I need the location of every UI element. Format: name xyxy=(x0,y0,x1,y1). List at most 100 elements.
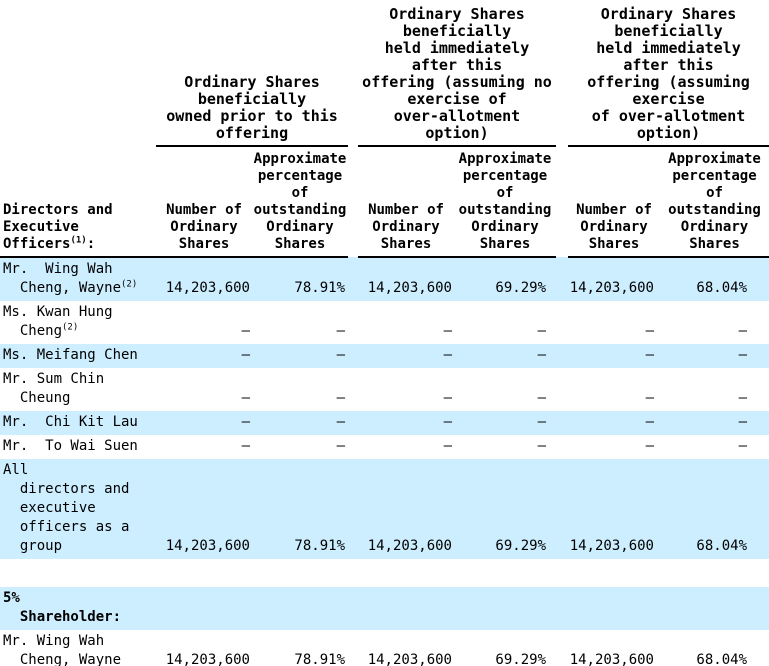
row-label: Mr. Wing Wah Cheng, Wayne xyxy=(0,630,156,666)
table-row: All directors and executive officers as … xyxy=(0,459,769,559)
cell-value: — xyxy=(738,390,747,406)
column-gap xyxy=(348,459,358,559)
row-label-text: Mr. Sum Chin Cheung xyxy=(3,371,105,406)
cell-value xyxy=(568,587,660,630)
cell-value: — xyxy=(645,438,654,454)
row-label: Mr. Wing Wah Cheng, Wayne(2) xyxy=(0,257,156,301)
cell-value: 78.91% xyxy=(294,538,345,554)
cell-value: 14,203,600 xyxy=(367,538,452,554)
cell-value xyxy=(252,587,348,630)
cell-value: 69.29% xyxy=(495,538,546,554)
cell-value: 14,203,600 xyxy=(165,652,250,666)
table-row: Ms. Kwan Hung Cheng(2) — — — — — — xyxy=(0,301,769,344)
row-label-text: Mr. Wing Wah Cheng, Wayne xyxy=(3,633,122,666)
cell-value: 14,203,600 xyxy=(569,280,654,296)
col-header-number-of-shares-1: Number of Ordinary Shares xyxy=(156,146,252,258)
column-gap xyxy=(556,411,568,435)
row-label-text: Ms. Kwan Hung Cheng xyxy=(3,304,113,339)
col-header-number-of-shares-2: Number of Ordinary Shares xyxy=(358,146,454,258)
cell-value: 14,203,600 xyxy=(165,538,250,554)
cell-value: — xyxy=(443,414,452,430)
cell-value: — xyxy=(336,323,345,339)
cell-value: 14,203,600 xyxy=(165,280,250,296)
row-label: All directors and executive officers as … xyxy=(0,459,156,559)
row-label-text: Mr. Chi Kit Lau xyxy=(3,414,138,430)
cell-value: — xyxy=(645,414,654,430)
corner-blank xyxy=(0,0,156,146)
column-gap xyxy=(348,411,358,435)
cell-value: — xyxy=(336,347,345,363)
row-label-text: All directors and executive officers as … xyxy=(3,462,130,554)
cell-value: 78.91% xyxy=(294,280,345,296)
row-label-text: Mr. To Wai Suen xyxy=(3,438,138,454)
cell-value xyxy=(156,587,252,630)
cell-value: — xyxy=(443,323,452,339)
row-label-text: Mr. Wing Wah Cheng, Wayne xyxy=(3,261,122,296)
column-gap xyxy=(556,0,568,146)
column-gap xyxy=(556,146,568,257)
column-gap xyxy=(348,146,358,257)
row-label: Mr. Chi Kit Lau xyxy=(0,411,156,435)
cell-value: — xyxy=(241,323,250,339)
column-gap xyxy=(556,459,568,559)
group-header-after-offering-no-overallotment: Ordinary Shares beneficially held immedi… xyxy=(358,0,556,147)
cell-value: — xyxy=(537,390,546,406)
column-gap xyxy=(348,257,358,301)
table-body: Mr. Wing Wah Cheng, Wayne(2) 14,203,600 78… xyxy=(0,257,769,666)
sub-header-row: Directors and Executive Officers(1): Num… xyxy=(0,146,769,258)
column-gap xyxy=(348,435,358,459)
column-gap xyxy=(348,301,358,344)
column-gap xyxy=(348,344,358,368)
table-row: Ms. Meifang Chen — — — — — — xyxy=(0,344,769,368)
row-label: Mr. Sum Chin Cheung xyxy=(0,368,156,411)
column-gap xyxy=(556,368,568,411)
cell-value: — xyxy=(645,323,654,339)
cell-value: — xyxy=(645,390,654,406)
row-label: 5% Shareholder: xyxy=(0,587,156,630)
col-header-percentage-3: Approximate percentage of outstanding Or… xyxy=(660,146,769,258)
footnote-ref: (2) xyxy=(121,279,138,290)
group-header-prior-to-offering: Ordinary Shares beneficially owned prior… xyxy=(156,0,348,147)
column-gap xyxy=(556,630,568,666)
cell-value: — xyxy=(537,438,546,454)
column-gap xyxy=(348,630,358,666)
row-group-header-text: Directors and Executive Officers xyxy=(3,202,113,252)
row-label: Ms. Kwan Hung Cheng(2) xyxy=(0,301,156,344)
cell-value xyxy=(454,587,556,630)
cell-value: 68.04% xyxy=(696,652,747,666)
row-label-text: 5% Shareholder: xyxy=(3,590,122,625)
cell-value: — xyxy=(738,438,747,454)
cell-value: — xyxy=(241,414,250,430)
spacer-row xyxy=(0,559,769,587)
footnote-ref: (2) xyxy=(62,322,79,333)
column-gap xyxy=(556,435,568,459)
cell-value: — xyxy=(241,390,250,406)
cell-value: — xyxy=(738,323,747,339)
table-row: Mr. Wing Wah Cheng, Wayne 14,203,600 78.91… xyxy=(0,630,769,666)
cell-value: — xyxy=(241,438,250,454)
cell-value: 69.29% xyxy=(495,280,546,296)
table-row: 5% Shareholder: xyxy=(0,587,769,630)
cell-value: — xyxy=(537,347,546,363)
cell-value: 14,203,600 xyxy=(367,652,452,666)
group-header-row: Ordinary Shares beneficially owned prior… xyxy=(0,0,769,147)
cell-value: 14,203,600 xyxy=(569,538,654,554)
cell-value: 68.04% xyxy=(696,280,747,296)
footnote-ref: (1) xyxy=(70,235,87,246)
cell-value: — xyxy=(645,347,654,363)
cell-value: 78.91% xyxy=(294,652,345,666)
cell-value: — xyxy=(443,438,452,454)
cell-value: — xyxy=(738,347,747,363)
column-gap xyxy=(556,587,568,630)
column-gap xyxy=(556,344,568,368)
cell-value: 69.29% xyxy=(495,652,546,666)
column-gap xyxy=(348,0,358,146)
cell-value: — xyxy=(443,390,452,406)
cell-value: 14,203,600 xyxy=(367,280,452,296)
cell-value: — xyxy=(336,438,345,454)
row-label-text: Ms. Meifang Chen xyxy=(3,347,138,363)
cell-value: 14,203,600 xyxy=(569,652,654,666)
cell-value: — xyxy=(738,414,747,430)
table-row: Mr. Sum Chin Cheung — — — — — — xyxy=(0,368,769,411)
